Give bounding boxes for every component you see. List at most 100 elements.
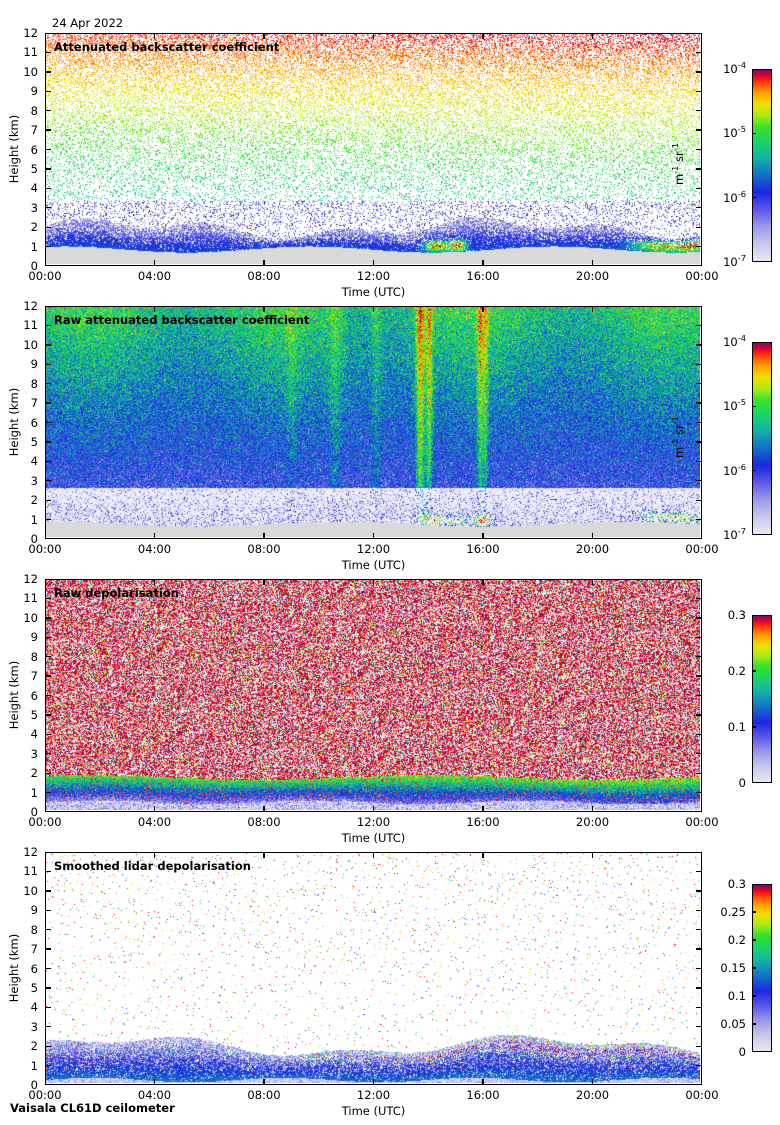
y-tick-label: 9 [30,630,38,645]
y-tick-mark [46,110,51,112]
y-tick-mark-right [696,90,701,92]
y-tick-mark-right [696,753,701,755]
y-tick-label: 0 [30,532,38,546]
colorbar-tick-mark [752,939,756,941]
y-tick-mark [46,1045,51,1047]
y-tick-label: 10 [23,64,38,79]
y-tick-mark-right [696,207,701,209]
x-tick-label: 08:00 [247,815,281,829]
colorbar-tick-label: 0.25 [720,905,746,919]
colorbar-tick-label: 10-4 [723,60,746,76]
y-tick-mark-right [696,344,701,346]
y-tick-mark [46,187,51,190]
x-tick-mark [263,806,265,811]
colorbar-tick-label: 0.05 [720,1017,746,1031]
y-tick-label: 0 [30,259,38,273]
y-tick-label: 4 [30,181,38,196]
plot-area-smoothed-lidar-depolarisation[interactable]: Smoothed lidar depolarisation [45,852,702,1085]
x-tick-mark-top [591,307,594,312]
y-tick-label: 8 [30,103,38,118]
x-tick-mark [372,1079,375,1084]
x-tick-label: 16:00 [466,542,500,556]
y-tick-mark [46,460,51,463]
y-tick-mark-right [696,245,701,248]
y-tick-label: 6 [30,415,38,430]
y-tick-mark [46,948,51,950]
y-tick-label: 8 [30,922,38,937]
x-tick-mark [482,533,484,538]
y-tick-mark-right [696,967,701,970]
x-tick-label: 04:00 [137,1088,172,1102]
y-tick-label: 4 [30,727,38,742]
x-tick-mark-top [591,853,594,858]
y-tick-mark-right [696,499,701,501]
x-tick-label: 00:00 [28,1088,62,1102]
y-axis-label: Height (km) [7,933,21,1002]
y-tick-label: 2 [30,766,38,781]
x-tick-label: 16:00 [466,1088,500,1102]
y-tick-mark-right [696,71,701,73]
y-tick-mark-right [696,987,701,989]
x-tick-label: 00:00 [685,269,719,283]
plot-area-raw-attenuated-backscatter[interactable]: Raw attenuated backscatter coefficient [45,306,702,539]
colorbar-tick-label: 0 [738,776,746,790]
x-axis-label: Time (UTC) [341,1104,406,1118]
y-tick-label: 1 [30,239,38,254]
panel-attenuated-backscatter: Attenuated backscatter coefficient 0 1 2 3 4 5… [0,26,780,306]
plot-area-raw-depolarisation[interactable]: Raw depolarisation [45,579,702,812]
y-axis-label: Height (km) [7,387,21,456]
colorbar-tick-label: 10-7 [723,253,746,269]
x-tick-label: 00:00 [685,542,719,556]
y-axis-label: Height (km) [7,660,21,729]
x-tick-mark-top [482,307,484,312]
colorbar-raw-depolarisation [752,615,772,783]
y-tick-mark [46,617,51,619]
x-tick-label: 16:00 [466,815,500,829]
x-tick-label: 08:00 [247,269,281,283]
x-tick-mark-top [263,853,265,858]
y-tick-mark-right [696,772,701,774]
x-tick-mark [372,260,375,265]
x-tick-label: 00:00 [28,542,62,556]
y-tick-mark-right [696,402,701,404]
y-tick-mark-right [696,383,701,385]
y-tick-mark-right [696,51,701,54]
y-tick-label: 5 [30,980,38,995]
y-tick-mark-right [696,1006,701,1009]
colorbar-gradient [753,70,771,261]
x-tick-label: 00:00 [28,815,62,829]
y-tick-mark-right [696,597,701,600]
y-tick-label: 10 [23,883,38,898]
y-tick-mark [46,1006,51,1009]
colorbar-tick-label: 10-5 [723,124,746,141]
x-tick-label: 12:00 [356,542,391,556]
y-tick-mark [46,733,51,736]
x-tick-mark [153,260,156,265]
x-tick-label: 12:00 [356,269,391,283]
x-tick-mark-top [263,580,265,585]
x-tick-label: 08:00 [247,1088,281,1102]
y-tick-mark [46,675,51,677]
x-tick-mark [153,1079,156,1084]
plot-area-attenuated-backscatter[interactable]: Attenuated backscatter coefficient [45,33,702,266]
x-tick-mark-top [153,580,156,585]
y-tick-label: 8 [30,649,38,664]
x-tick-mark-top [372,580,375,585]
y-tick-label: 2 [30,493,38,508]
y-tick-label: 1 [30,1058,38,1073]
y-tick-mark [46,148,51,151]
y-tick-mark-right [696,148,701,151]
y-tick-label: 4 [30,454,38,469]
y-tick-mark-right [696,129,701,131]
y-axis-label: Height (km) [7,114,21,183]
x-tick-mark [372,806,375,811]
y-tick-label: 12 [23,845,38,859]
x-tick-mark [482,1079,484,1084]
y-tick-mark-right [696,733,701,736]
y-tick-mark [46,168,51,170]
y-tick-label: 7 [30,669,38,684]
y-tick-label: 6 [30,961,38,976]
x-tick-mark [482,260,484,265]
x-tick-mark [372,533,375,538]
